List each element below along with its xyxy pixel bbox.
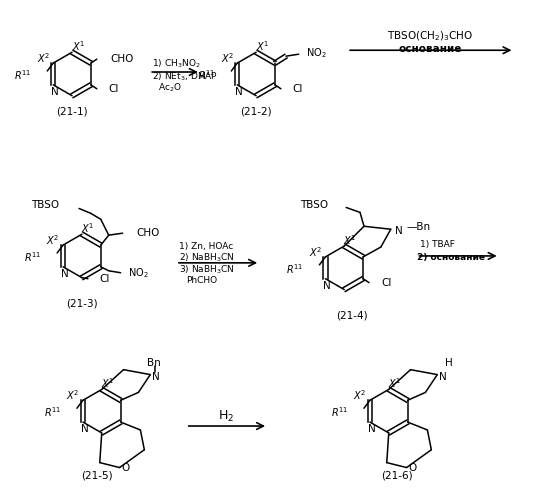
- Text: NO$_2$: NO$_2$: [306, 46, 327, 60]
- Text: Ac$_2$O: Ac$_2$O: [158, 82, 182, 94]
- Text: Cl: Cl: [108, 84, 119, 94]
- Text: $R^{11}$: $R^{11}$: [24, 250, 41, 264]
- Text: TBSO: TBSO: [300, 200, 328, 209]
- Text: (21-4): (21-4): [336, 310, 368, 320]
- Text: O: O: [121, 462, 129, 472]
- Text: H$_2$: H$_2$: [219, 408, 235, 424]
- Text: 2) основание: 2) основание: [417, 254, 485, 262]
- Text: H: H: [445, 358, 453, 368]
- Text: (21-5): (21-5): [81, 470, 113, 480]
- Text: $R^{11}$: $R^{11}$: [198, 68, 215, 82]
- Text: N: N: [153, 372, 160, 382]
- Text: $X^2$: $X^2$: [37, 52, 50, 65]
- Text: CHO: CHO: [136, 228, 160, 238]
- Text: $X^1$: $X^1$: [81, 222, 95, 235]
- Text: (21-3): (21-3): [66, 298, 98, 308]
- Text: 2) NaBH$_3$CN: 2) NaBH$_3$CN: [179, 252, 235, 264]
- Text: Cl: Cl: [381, 278, 391, 287]
- Text: TBSO(CH$_2$)$_3$CHO: TBSO(CH$_2$)$_3$CHO: [387, 30, 474, 43]
- Text: $X^2$: $X^2$: [309, 245, 322, 259]
- Text: $R^{11}$: $R^{11}$: [286, 262, 303, 276]
- Text: $X^2$: $X^2$: [221, 52, 234, 65]
- Text: $X^2$: $X^2$: [47, 233, 60, 247]
- Text: 3) NaBH$_3$CN: 3) NaBH$_3$CN: [179, 264, 235, 276]
- Text: N: N: [395, 226, 403, 236]
- Text: Bn: Bn: [147, 358, 161, 368]
- Text: Cl: Cl: [293, 84, 303, 94]
- Text: O: O: [408, 462, 417, 472]
- Text: 1) Zn, HOAc: 1) Zn, HOAc: [179, 242, 233, 250]
- Text: CHO: CHO: [111, 54, 134, 64]
- Text: 2) NEt$_3$, DMAP: 2) NEt$_3$, DMAP: [152, 70, 219, 83]
- Text: 1) TBAF: 1) TBAF: [420, 240, 455, 248]
- Text: $R^{11}$: $R^{11}$: [14, 68, 32, 82]
- Text: N: N: [439, 372, 447, 382]
- Text: N: N: [52, 87, 59, 97]
- Text: N: N: [323, 280, 331, 290]
- Text: NO$_2$: NO$_2$: [128, 266, 149, 280]
- Text: (21-1): (21-1): [56, 106, 88, 117]
- Text: N: N: [61, 268, 69, 278]
- Text: основание: основание: [398, 44, 462, 54]
- Text: N: N: [81, 424, 89, 434]
- Text: TBSO: TBSO: [31, 200, 59, 210]
- Text: (21-6): (21-6): [381, 470, 412, 480]
- Text: $X^2$: $X^2$: [353, 388, 367, 402]
- Text: 1) CH$_3$NO$_2$: 1) CH$_3$NO$_2$: [152, 58, 201, 70]
- Text: $X^2$: $X^2$: [66, 388, 79, 402]
- Text: Cl: Cl: [100, 274, 110, 283]
- Text: $X^1$: $X^1$: [343, 233, 357, 247]
- Text: $X^1$: $X^1$: [388, 376, 402, 390]
- Text: $X^1$: $X^1$: [101, 376, 114, 390]
- Text: $R^{11}$: $R^{11}$: [43, 406, 61, 419]
- Text: $R^{11}$: $R^{11}$: [331, 406, 348, 419]
- Text: $X^1$: $X^1$: [256, 40, 270, 53]
- Text: $X^1$: $X^1$: [72, 40, 86, 53]
- Text: —Bn: —Bn: [407, 222, 431, 232]
- Text: N: N: [235, 87, 243, 97]
- Text: PhCHO: PhCHO: [186, 276, 217, 285]
- Text: (21-2): (21-2): [241, 106, 272, 117]
- Text: N: N: [368, 424, 376, 434]
